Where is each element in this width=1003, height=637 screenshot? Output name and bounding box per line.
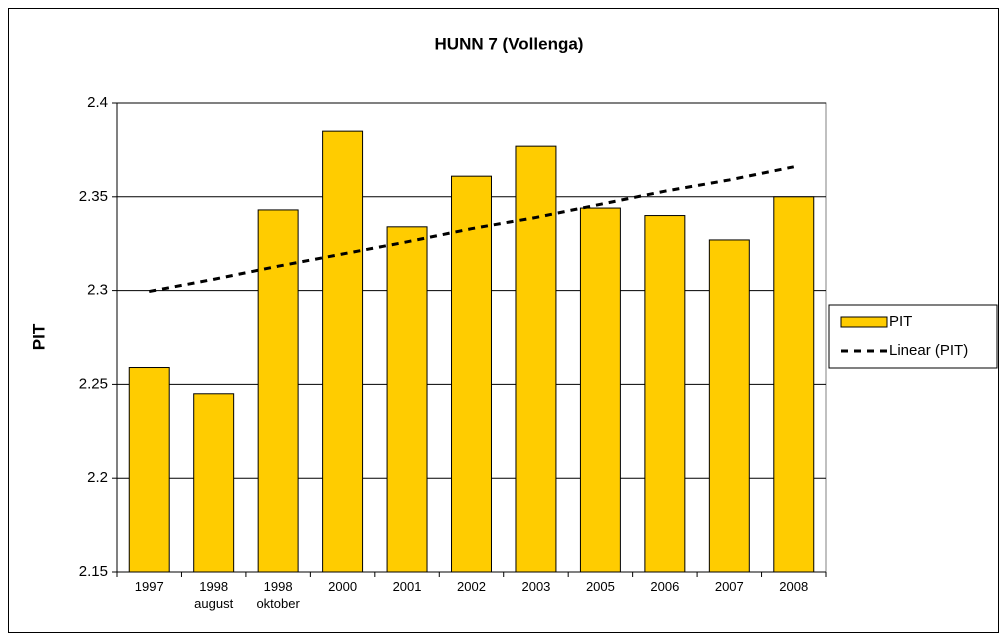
y-tick-label: 2.3 — [87, 282, 108, 299]
x-tick-label: 2001 — [393, 579, 422, 594]
y-tick-label: 2.4 — [87, 94, 108, 111]
y-tick-label: 2.2 — [87, 469, 108, 486]
x-tick-label: 2005 — [586, 579, 615, 594]
legend-box — [828, 304, 998, 369]
chart-title: HUNN 7 (Vollenga) — [435, 34, 584, 53]
legend-label: PIT — [889, 313, 912, 330]
x-tick-label: 2007 — [715, 579, 744, 594]
y-tick-label: 2.35 — [79, 188, 108, 205]
bar — [708, 239, 750, 573]
bar — [515, 145, 557, 573]
trend-line — [148, 165, 795, 294]
x-tick-label: 2003 — [521, 579, 550, 594]
bar — [128, 367, 170, 573]
x-tick-label: 2008 — [779, 579, 808, 594]
x-tick-label: 1998 oktober — [256, 579, 300, 611]
bar — [193, 393, 235, 573]
x-tick-label: 2006 — [650, 579, 679, 594]
bar — [644, 215, 686, 573]
x-tick-label: 2000 — [328, 579, 357, 594]
y-tick-label: 2.25 — [79, 375, 108, 392]
x-tick-label: 1997 — [135, 579, 164, 594]
y-axis-label: PIT — [29, 323, 48, 350]
x-tick-label: 2002 — [457, 579, 486, 594]
bar — [451, 175, 492, 573]
bar — [773, 196, 815, 573]
x-tick-label: 1998 august — [194, 579, 233, 611]
legend-swatch — [840, 316, 888, 328]
legend-label: Linear (PIT) — [889, 342, 968, 359]
bar — [322, 130, 364, 573]
bar — [579, 207, 621, 573]
bar — [386, 226, 428, 573]
y-tick-label: 2.15 — [79, 563, 108, 580]
